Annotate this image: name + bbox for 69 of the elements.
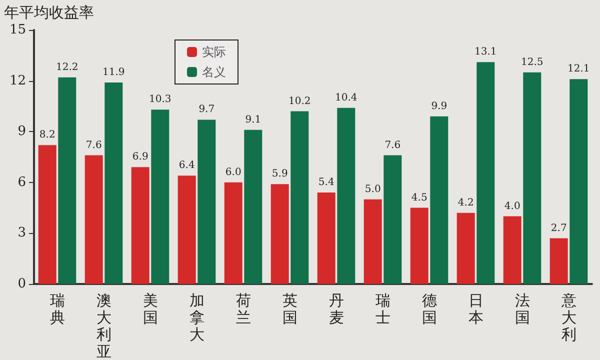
bar [503, 216, 522, 284]
bar [384, 155, 402, 284]
y-tick-label: 9 [18, 124, 26, 140]
legend-label: 实际 [202, 45, 226, 59]
bar [476, 62, 495, 284]
data-label: 10.3 [149, 94, 172, 106]
bar [430, 116, 448, 284]
data-label: 6.9 [132, 152, 148, 163]
y-tick-label: 0 [18, 276, 26, 292]
bar [244, 130, 262, 284]
x-tick-label: 丹麦 [328, 292, 344, 326]
bar [550, 238, 568, 284]
bar [224, 182, 242, 284]
bar [456, 212, 475, 284]
bar [290, 111, 309, 284]
bar [364, 199, 382, 284]
data-label: 4.5 [411, 192, 428, 204]
data-label: 8.2 [39, 130, 56, 141]
data-label: 12.1 [568, 64, 590, 75]
bar [317, 192, 336, 284]
bar [410, 208, 428, 284]
data-label: 6.4 [178, 160, 195, 172]
data-label: 5.0 [364, 184, 381, 195]
x-tick-label: 法国 [514, 292, 530, 326]
x-tick-label: 德国 [422, 292, 437, 326]
data-label: 7.6 [86, 140, 102, 151]
data-label: 10.2 [288, 96, 311, 107]
x-tick-label: 意大利 [560, 292, 576, 344]
data-label: 4.2 [458, 197, 474, 208]
x-tick-label: 美国 [142, 292, 158, 326]
data-label: 10.4 [335, 92, 358, 104]
bar [270, 184, 289, 284]
data-label: 12.2 [56, 62, 78, 73]
data-label: 4.0 [504, 200, 520, 212]
data-label: 5.4 [318, 177, 334, 188]
y-tick-label: 3 [18, 226, 26, 241]
bar [84, 155, 103, 284]
data-label: 13.1 [474, 46, 497, 58]
data-label: 5.9 [272, 168, 288, 180]
bar [58, 77, 76, 284]
y-axis-title: 年平均收益率 [4, 4, 94, 22]
x-tick-label: 英国 [282, 292, 298, 326]
y-tick-label: 15 [9, 22, 26, 38]
x-tick-label: 澳大利亚 [96, 292, 112, 360]
x-tick-label: 荷兰 [236, 292, 251, 326]
y-tick-label: 12 [9, 73, 26, 88]
bar [337, 108, 356, 284]
y-tick-label: 6 [18, 174, 26, 190]
x-tick-label: 瑞典 [50, 292, 65, 326]
x-tick-label: 加拿大 [189, 292, 204, 344]
bar [198, 120, 216, 284]
data-label: 12.5 [521, 56, 544, 68]
data-label: 9.7 [198, 104, 215, 116]
data-label: 9.9 [431, 100, 448, 112]
data-label: 11.9 [102, 66, 125, 78]
data-label: 9.1 [245, 114, 262, 126]
bar [570, 79, 588, 284]
legend-label: 名义 [202, 65, 226, 79]
x-tick-label: 日本 [468, 292, 484, 326]
bar [178, 176, 196, 284]
data-label: 7.6 [384, 140, 401, 151]
bar [523, 72, 542, 284]
bar [151, 110, 170, 284]
bar [38, 145, 56, 284]
data-label: 2.7 [550, 222, 567, 234]
x-tick-label: 瑞士 [375, 292, 390, 326]
data-label: 6.0 [225, 166, 242, 178]
bar [131, 167, 150, 284]
bar [104, 82, 123, 284]
